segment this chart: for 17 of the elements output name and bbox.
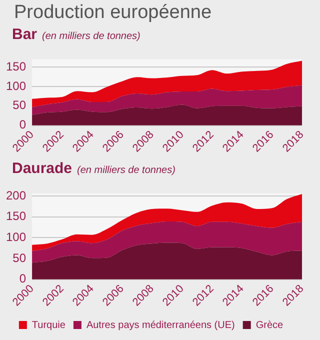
y-tick-label: 0	[19, 118, 26, 132]
y-tick-label: 0	[19, 272, 26, 286]
chart-subtitle: (en milliers de tonnes)	[77, 165, 176, 176]
y-tick-label: 100	[6, 230, 26, 244]
chart-title: Bar	[12, 26, 38, 43]
y-tick-label: 200	[6, 188, 26, 202]
legend-label: Turquie	[32, 320, 66, 331]
text: Production européenne	[13, 1, 213, 24]
y-tick-label: 150	[6, 209, 26, 224]
chart-subtitle: (en milliers de tonnes)	[42, 31, 140, 42]
y-tick-label: 150	[6, 59, 26, 74]
y-tick-label: 100	[6, 78, 26, 93]
legend-label: Autres pays méditerranéens (UE)	[86, 320, 235, 331]
y-tick-label: 50	[12, 250, 26, 265]
y-tick-label: 50	[12, 98, 26, 112]
legend-label: Grèce	[256, 320, 284, 331]
chart-title: Daurade	[12, 160, 72, 177]
